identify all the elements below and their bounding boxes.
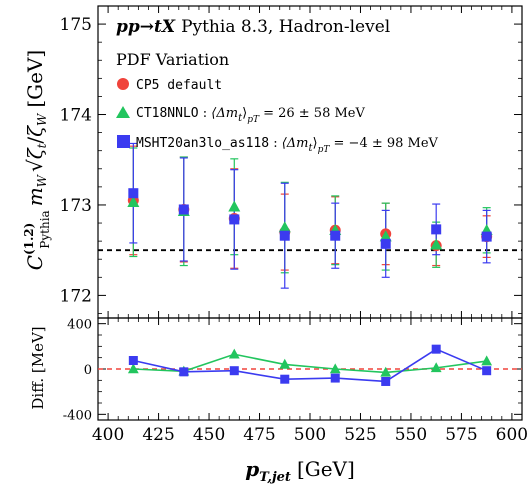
legend-marker-cp5 <box>117 78 129 90</box>
data-point-square <box>481 231 492 242</box>
svg-text:Diff. [MeV]: Diff. [MeV] <box>29 326 47 409</box>
ratio-point-triangle <box>329 363 341 374</box>
x-tick-label: 425 <box>142 425 174 445</box>
legend-title: PDF Variation <box>116 50 229 69</box>
x-tick-label: 475 <box>243 425 275 445</box>
x-axis-label: pT,jet [GeV] <box>245 457 355 485</box>
data-point-square <box>178 204 189 215</box>
data-point-triangle <box>228 200 241 212</box>
legend-label-msht: MSHT20an3lo_as118 : ⟨Δmt⟩pT = −4 ± 98 Me… <box>136 136 439 155</box>
data-point-square <box>229 214 240 225</box>
ratio-point-triangle <box>127 363 139 374</box>
data-point-square <box>330 230 341 241</box>
ratio-series-line <box>133 353 487 374</box>
chart-title: pp→tX Pythia 8.3, Hadron-level <box>116 17 390 37</box>
ratio-y-tick-label: 0 <box>84 363 92 378</box>
ratio-point-square <box>179 367 189 377</box>
ratio-point-square <box>431 344 441 354</box>
axis-tick-labels: 400 425 450 475 500 525 550 575 600 172 173 174 175 -… <box>60 15 527 445</box>
y-tick-label: 174 <box>60 106 92 126</box>
ratio-point-triangle <box>228 348 240 359</box>
data-point-square <box>431 224 442 235</box>
x-tick-label: 550 <box>395 425 427 445</box>
x-tick-label: 450 <box>193 425 225 445</box>
legend-label-cp5: CP5 default <box>136 78 222 93</box>
x-tick-label: 525 <box>344 425 376 445</box>
x-tick-label: 575 <box>445 425 477 445</box>
data-point-square <box>380 238 391 249</box>
data-point-triangle <box>379 230 392 242</box>
main-ylabel: C(1.2) PythiamW√ζt/ζW[GeV] <box>22 50 52 271</box>
legend-marker-msht <box>117 135 130 148</box>
ratio-series-line <box>133 348 487 383</box>
ratio-lines <box>127 344 493 386</box>
title-generator: Pythia 8.3 <box>181 17 268 37</box>
title-process: pp→tX <box>116 17 176 37</box>
ratio-point-square <box>330 373 340 383</box>
reference-lines <box>98 249 522 370</box>
x-tick-label: 500 <box>294 425 326 445</box>
title-level: Hadron-level <box>279 17 391 37</box>
data-point-triangle <box>127 195 140 207</box>
axis-ticks <box>97 5 523 420</box>
ratio-point-square <box>482 366 492 376</box>
x-tick-label: 600 <box>496 425 527 445</box>
ratio-point-triangle <box>481 355 493 366</box>
ratio-ylabel: Diff. [MeV] <box>29 326 47 409</box>
svg-text:C(1.2)PythiamW√ζt/ζW[GeV]: C(1.2) PythiamW√ζt/ζW[GeV] <box>22 50 52 271</box>
data-point-square <box>279 230 290 241</box>
data-point-square <box>128 188 139 199</box>
ratio-point-triangle <box>279 358 291 369</box>
ratio-point-triangle <box>430 362 442 373</box>
y-tick-label: 175 <box>60 15 92 35</box>
ratio-y-tick-label: 400 <box>67 318 92 333</box>
ratio-y-tick-label: -400 <box>63 408 92 423</box>
y-tick-label: 173 <box>60 196 92 216</box>
ratio-point-square <box>280 374 290 384</box>
data-point-triangle <box>430 238 443 250</box>
ratio-point-square <box>229 366 239 376</box>
ratio-point-square <box>381 376 391 386</box>
x-tick-label: 400 <box>92 425 124 445</box>
legend: CP5 default CT18NNLO : ⟨Δmt⟩pT = 26 ± 58… <box>116 78 439 155</box>
data-point-triangle <box>278 221 291 233</box>
y-tick-label: 172 <box>60 286 92 306</box>
legend-label-ct18: CT18NNLO : ⟨Δmt⟩pT = 26 ± 58 MeV <box>136 106 365 125</box>
ratio-point-square <box>128 356 138 365</box>
ratio-point-triangle <box>380 366 392 377</box>
data-markers <box>127 188 493 252</box>
legend-marker-ct18 <box>116 106 130 118</box>
